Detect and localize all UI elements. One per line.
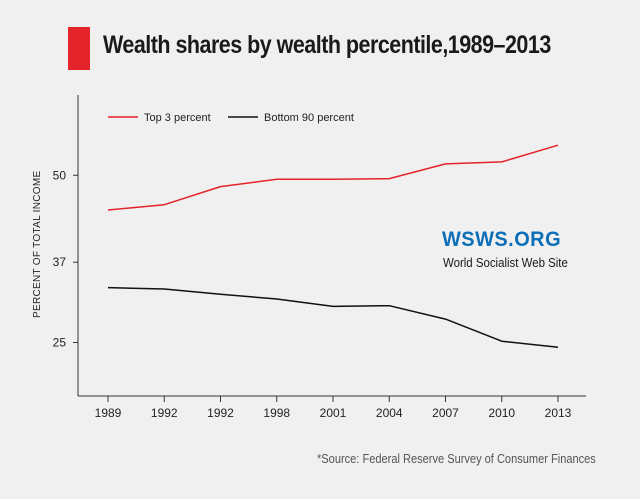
brand-subtitle: World Socialist Web Site [443,255,568,270]
legend-label: Top 3 percent [144,112,211,124]
x-tick-label: 2004 [376,406,403,420]
y-axis-label: PERCENT OF TOTAL INCOME [32,170,43,318]
series-lines [107,144,559,348]
brand-logo: WSWS.ORG [442,228,562,251]
x-tick-label: 1998 [263,406,290,420]
y-tick-label: 37 [53,255,67,269]
x-tick-label: 1989 [95,406,122,420]
y-tick-label: 50 [53,168,67,182]
source-note: *Source: Federal Reserve Survey of Consu… [317,451,596,466]
legend-label: Bottom 90 percent [264,112,354,124]
x-tick-label: 1992 [151,406,178,420]
x-tick-label: 2013 [545,406,572,420]
chart-title: Wealth shares by wealth percentile,1989–… [103,31,551,59]
x-tick-label: 1992 [207,406,234,420]
series-line-top-3-percent [107,144,559,211]
x-tick-label: 2001 [320,406,347,420]
title-accent-bar [68,27,90,70]
x-tick-label: 2007 [432,406,459,420]
y-ticks: 25 37 50 [53,168,78,349]
y-tick-label: 25 [53,335,67,349]
x-ticks: 1989 1992 1992 1998 2001 2004 2007 2010 2013 [95,396,572,420]
series-line-bottom-90-percent [107,286,559,348]
legend: Top 3 percent Bottom 90 percent [108,112,354,124]
x-tick-label: 2010 [488,406,515,420]
